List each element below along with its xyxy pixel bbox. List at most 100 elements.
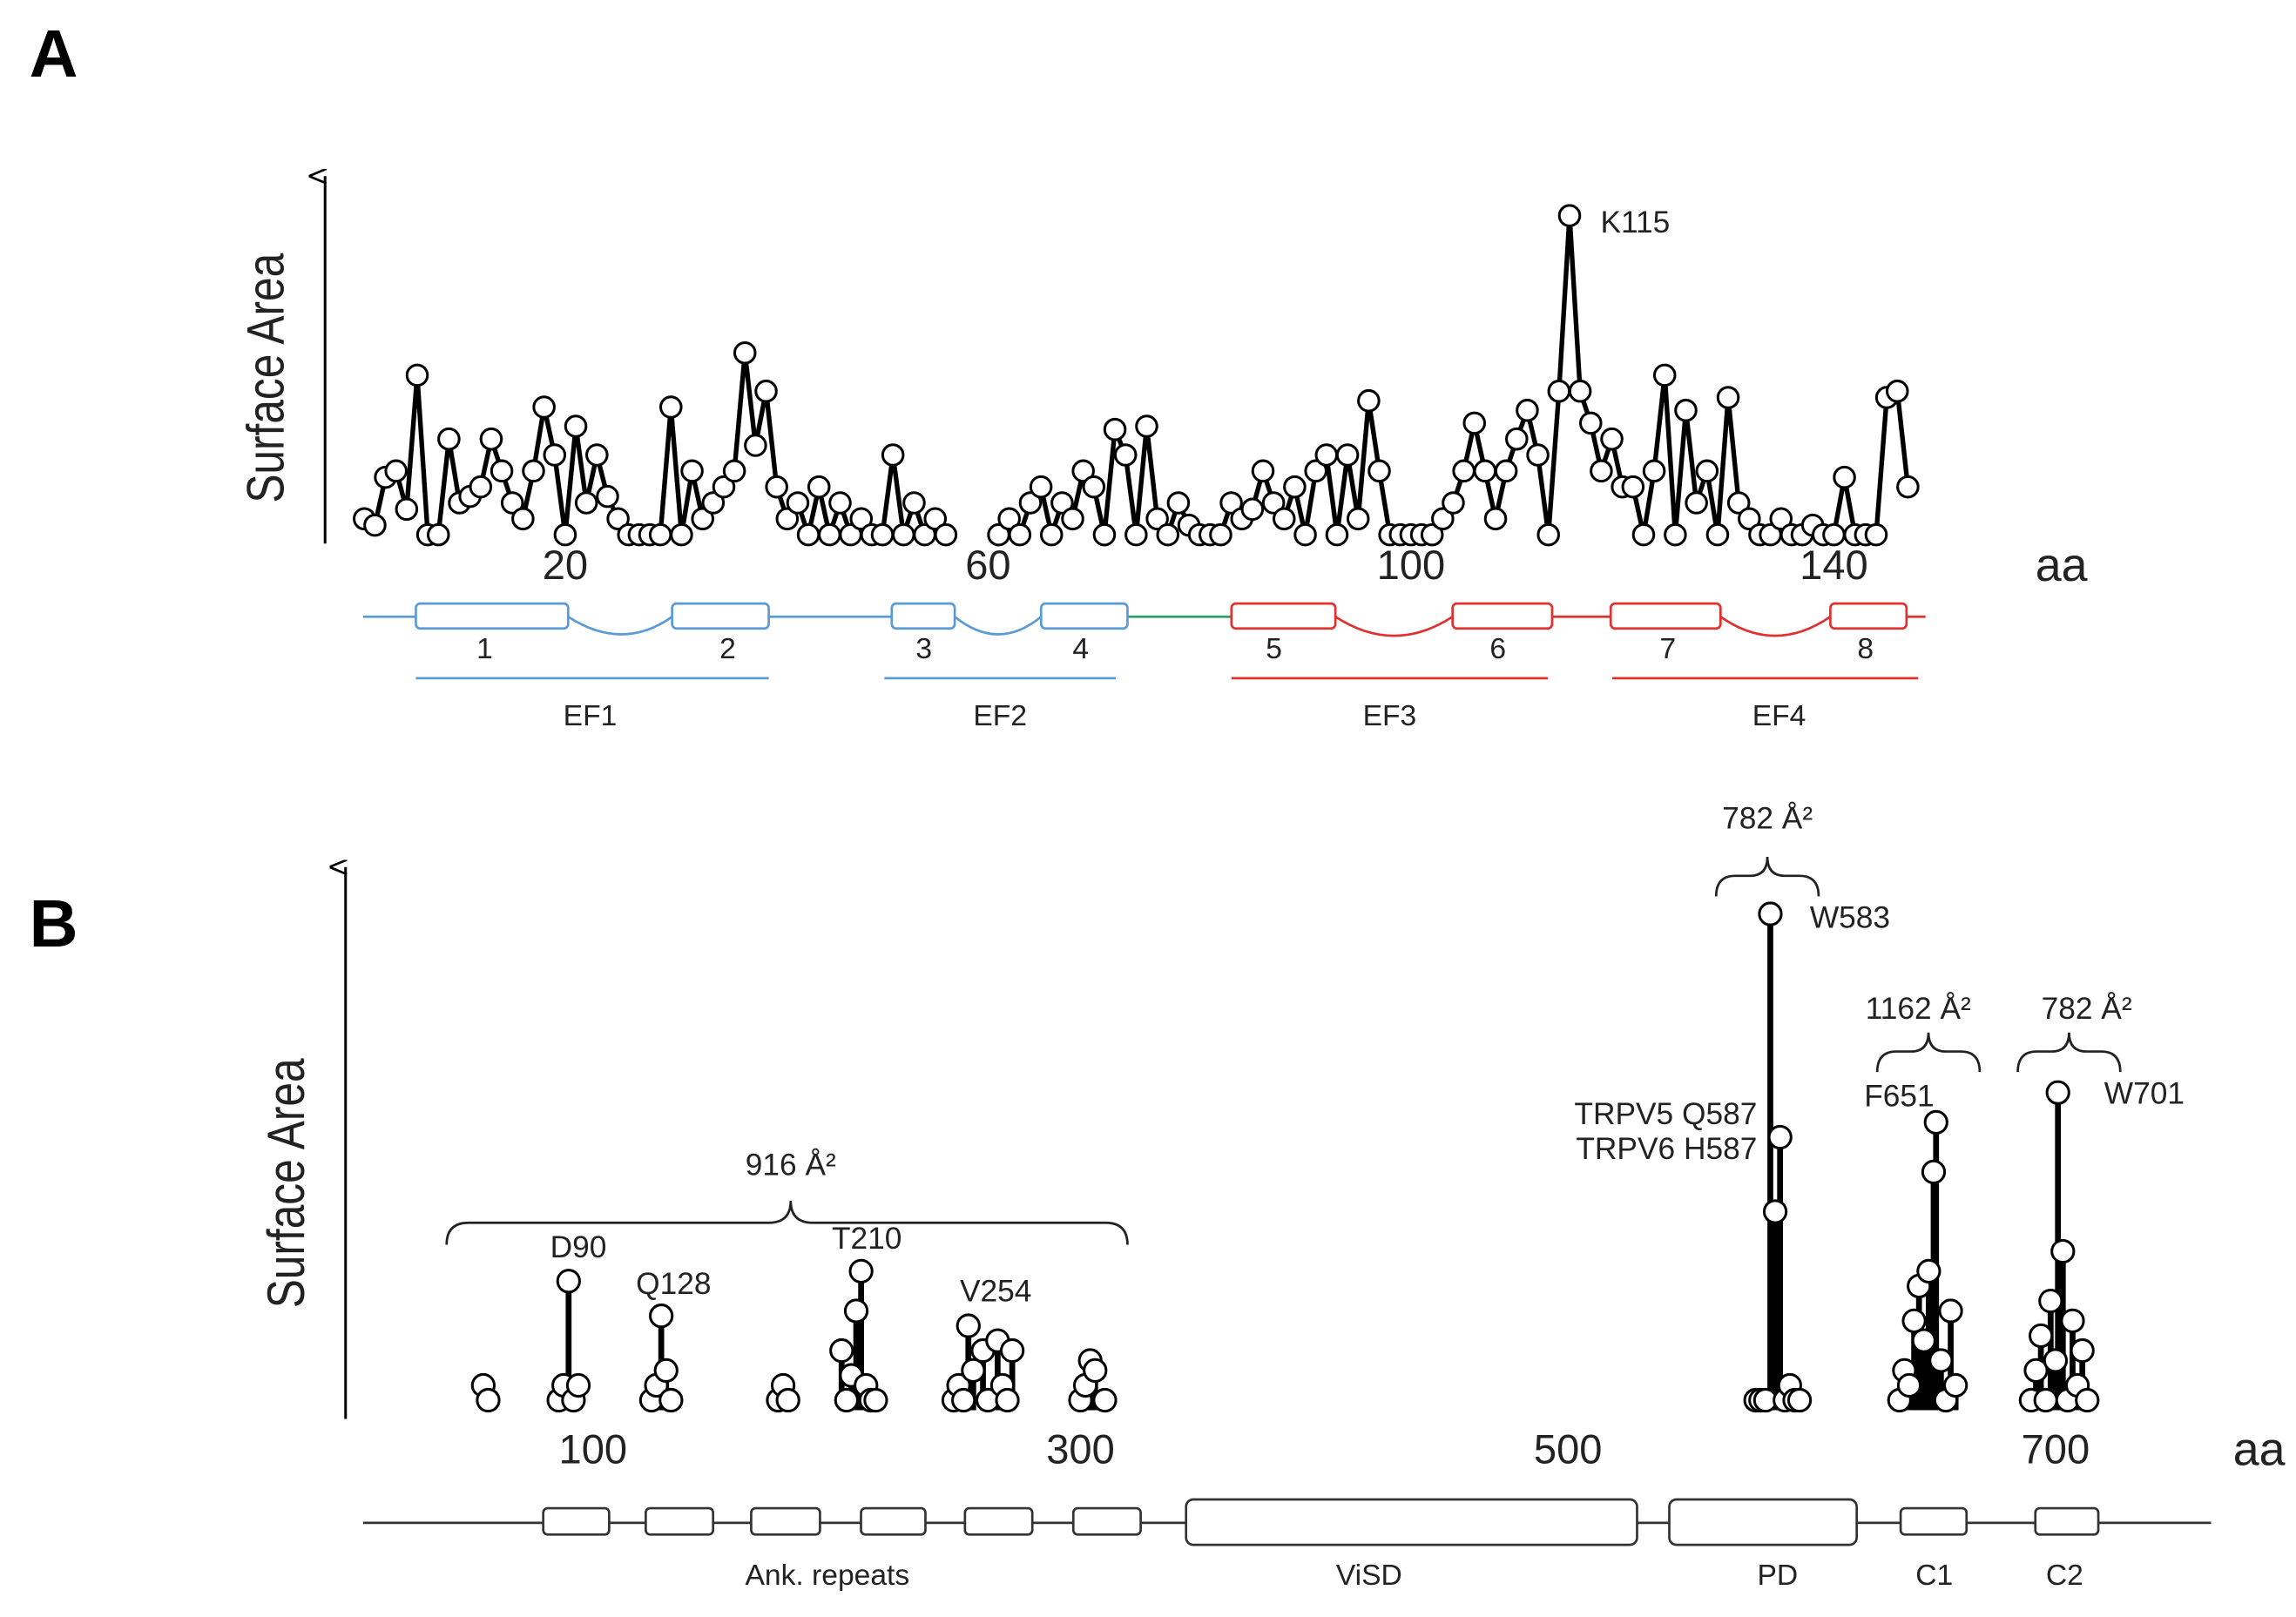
data-point [574,491,598,515]
domain-label: EF2 [973,700,1027,732]
annotation: TRPV5 Q587 [1574,1097,1757,1131]
data-point [849,507,874,531]
data-point [956,1313,981,1338]
x-tick-label: 300 [1046,1426,1115,1472]
data-point [2045,1080,2070,1105]
data-point [1314,443,1339,467]
data-point [511,507,535,531]
data-point [2043,1348,2069,1373]
bracket-label: 916 Å² [746,1149,836,1182]
domain-label: ViSD [1336,1560,1402,1592]
x-tick-label: 700 [2022,1426,2090,1472]
data-point [1209,522,1232,547]
data-point [437,427,461,451]
segment-label: 7 [1659,633,1676,665]
data-point [606,507,630,531]
data-point [1082,475,1106,499]
segment-box [415,602,570,630]
bracket-label: 782 Å² [2042,992,2132,1026]
data-point [934,522,958,547]
data-point [1103,417,1127,441]
data-point [1590,459,1613,483]
annotation: W701 [2104,1076,2185,1110]
data-point [843,1298,869,1324]
track-line [362,615,1043,636]
data-point [532,395,556,419]
data-point [1705,522,1730,547]
data-point [1029,475,1053,499]
data-point [722,459,746,483]
data-point [565,1372,591,1398]
data-point [522,459,545,483]
segment-box [1451,602,1554,630]
data-point [786,491,810,515]
brackets [445,856,2122,1245]
y-axis-label: Surface Area [256,1058,315,1308]
bracket-label: 1162 Å² [1866,992,1971,1026]
segment-box [1039,602,1129,630]
data-point [733,340,757,365]
annotation: F651 [1864,1080,1934,1114]
segment-label: 6 [1489,633,1506,665]
bracket [1875,1032,1982,1073]
data-point [1442,491,1465,515]
data-point [1071,459,1095,483]
data-point [2075,1387,2100,1413]
data-point [1631,522,1656,547]
data-point [765,475,788,499]
data-point [1762,1199,1788,1224]
data-point [848,1258,874,1283]
panel-label: B [30,886,78,961]
x-tick-label: 100 [1377,542,1446,588]
data-point [1923,1109,1948,1135]
data-point [1494,459,1518,483]
data-point [1526,443,1550,467]
data-point [1166,491,1191,515]
data-point [1304,459,1327,483]
data-point [1283,475,1307,499]
data-point [1557,204,1582,227]
data-point [479,427,503,451]
x-tick-label: 100 [559,1426,628,1472]
data-point [1145,507,1169,531]
data-point [490,459,514,483]
domain-label: EF3 [1363,700,1417,732]
data-point [1600,427,1624,451]
segment-box [671,602,770,630]
data-point [680,459,704,483]
data-point [395,497,419,522]
bracket [445,1201,1129,1245]
data-point [648,522,672,547]
data-point [923,507,948,531]
data-point [1462,411,1487,435]
domain-label: C1 [1915,1560,1953,1592]
data-point [870,522,895,547]
data-point [1083,1358,1108,1383]
data-point [1061,507,1084,531]
data-point [1578,411,1603,435]
annotation: K115 [1600,205,1670,239]
data-point [1325,522,1349,547]
data-point [828,491,852,515]
data-point [691,507,714,531]
data-point [995,1387,1020,1413]
data-point [1911,1328,1936,1353]
data-point [2028,1323,2054,1349]
data-point [1431,507,1455,531]
data-point [997,507,1021,531]
data-point [1420,522,1444,547]
data-point [1124,522,1148,547]
data-point [1916,1258,1941,1283]
data-point [1272,507,1296,531]
data-point [596,484,619,509]
domain-box [860,1506,927,1536]
data-point [556,1269,581,1294]
data-point [2060,1308,2085,1333]
data-point [1219,491,1243,515]
domain-box [645,1506,715,1536]
data-point [564,414,588,438]
data-point [1938,1298,1963,1324]
data-point [951,1387,976,1413]
data-point [2070,1337,2095,1364]
x-axis-label: aa [2233,1423,2286,1475]
